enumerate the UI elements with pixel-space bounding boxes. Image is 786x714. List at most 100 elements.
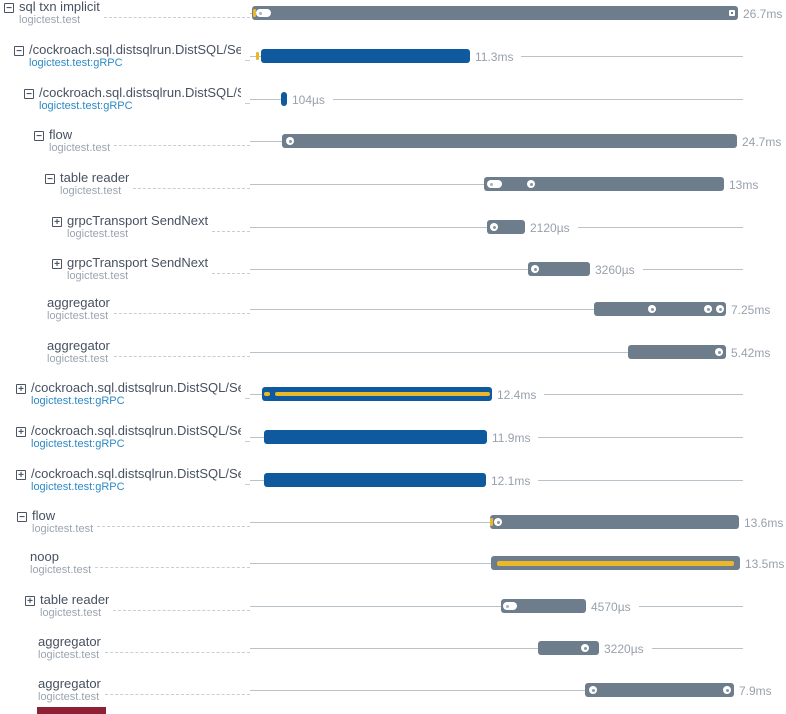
leader-dashes: [212, 214, 250, 232]
leader-dashes: [113, 593, 250, 611]
leader-dashes: [113, 339, 250, 357]
span-subtitle: logictest.test: [38, 691, 100, 703]
span-label: + /cockroach.sql.distsqlrun.DistSQL/Set …: [16, 381, 250, 407]
timeline-connector-line: [250, 352, 628, 353]
span-duration-bar[interactable]: [628, 345, 726, 359]
span-duration-bar[interactable]: [264, 430, 487, 444]
span-duration-bar[interactable]: [490, 515, 739, 529]
circle-event-marker[interactable]: [490, 223, 498, 231]
span-duration-bar[interactable]: [262, 387, 492, 401]
span-subtitle: logictest.test: [67, 228, 129, 240]
square-event-marker[interactable]: [729, 10, 735, 16]
pill-event-marker[interactable]: [487, 180, 502, 188]
span-label: − sql txn implicit logictest.test: [4, 0, 250, 26]
circle-event-marker[interactable]: [527, 180, 535, 188]
trace-span-row: − flow logictest.test 24.7ms: [0, 128, 786, 170]
span-subtitle: logictest.test: [47, 353, 109, 365]
timeline-trailing-line: [333, 99, 743, 100]
circle-event-marker[interactable]: [589, 686, 597, 694]
span-duration-label: 13ms: [729, 178, 759, 192]
collapse-icon[interactable]: −: [4, 3, 14, 14]
span-subtitle: logictest.test:gRPC: [31, 395, 125, 407]
span-duration-bar[interactable]: [491, 556, 740, 570]
span-title: noop: [30, 550, 59, 564]
collapse-icon[interactable]: −: [17, 512, 27, 523]
span-duration-bar[interactable]: [585, 683, 734, 697]
span-duration-bar[interactable]: [281, 92, 287, 106]
span-label-text: sql txn implicit logictest.test: [19, 0, 100, 26]
span-label-text: aggregator logictest.test: [47, 296, 110, 322]
trace-span-row: + grpcTransport SendNext logictest.test …: [0, 214, 786, 256]
span-label: aggregator logictest.test: [38, 677, 250, 703]
collapse-icon[interactable]: −: [34, 131, 44, 142]
start-tick-marker[interactable]: [253, 9, 256, 17]
span-subtitle: logictest.test:gRPC: [29, 57, 123, 69]
span-duration-bar[interactable]: [264, 473, 486, 487]
circle-event-marker[interactable]: [723, 686, 731, 694]
span-duration-label: 2120µs: [530, 221, 570, 235]
span-duration-label: 104µs: [292, 93, 325, 107]
span-duration-bar[interactable]: [538, 641, 599, 655]
span-label-text: /cockroach.sql.distsqlrun.DistSQL/Set lo…: [31, 467, 241, 493]
span-label: + /cockroach.sql.distsqlrun.DistSQL/Set …: [16, 467, 250, 493]
span-duration-bar[interactable]: [594, 302, 726, 316]
pill-event-marker[interactable]: [503, 602, 517, 610]
circle-event-marker[interactable]: [581, 644, 589, 652]
trace-span-row: + /cockroach.sql.distsqlrun.DistSQL/Set …: [0, 381, 786, 423]
expand-icon[interactable]: +: [52, 217, 62, 228]
circle-event-marker[interactable]: [531, 265, 539, 273]
span-duration-bar[interactable]: [487, 220, 525, 234]
span-duration-bar[interactable]: [256, 49, 470, 63]
timeline-trailing-line: [639, 606, 743, 607]
span-duration-bar[interactable]: [484, 177, 724, 191]
circle-event-marker[interactable]: [715, 348, 723, 356]
trace-span-row: − sql txn implicit logictest.test 26.7ms: [0, 0, 786, 42]
span-subtitle: logictest.test: [49, 142, 111, 154]
span-duration-label: 3220µs: [604, 642, 644, 656]
expand-icon[interactable]: +: [25, 596, 35, 607]
expand-icon[interactable]: +: [52, 259, 62, 270]
expand-icon[interactable]: +: [16, 427, 26, 438]
span-duration-bar[interactable]: [528, 262, 590, 276]
span-label-text: /cockroach.sql.distsqlrun.DistSQL/Set lo…: [31, 424, 241, 450]
span-label: aggregator logictest.test: [47, 296, 250, 322]
timeline-connector-line: [250, 13, 252, 14]
circle-event-marker[interactable]: [716, 305, 724, 313]
span-subtitle: logictest.test: [47, 310, 109, 322]
span-label: − /cockroach.sql.distsqlrun.DistSQL/Set …: [14, 43, 250, 69]
span-label-text: /cockroach.sql.distsqlrun.DistSQL/Set lo…: [29, 43, 241, 69]
span-label-text: aggregator logictest.test: [38, 677, 101, 703]
circle-event-marker[interactable]: [494, 518, 502, 526]
collapse-icon[interactable]: −: [24, 89, 34, 100]
timeline-trailing-line: [538, 437, 743, 438]
span-title: /cockroach.sql.distsqlrun.DistSQL/S: [39, 86, 241, 100]
leader-dashes: [104, 635, 250, 653]
span-label-text: grpcTransport SendNext logictest.test: [67, 256, 208, 282]
span-subtitle: logictest.test: [30, 564, 92, 576]
leader-dashes: [245, 467, 250, 485]
leader-dashes: [245, 424, 250, 442]
span-duration-bar[interactable]: [282, 134, 737, 148]
trace-span-row: + table reader logictest.test 4570µs: [0, 593, 786, 635]
span-label-text: table reader logictest.test: [60, 171, 129, 197]
span-title: grpcTransport SendNext: [67, 256, 209, 270]
span-title: flow: [49, 128, 73, 142]
collapse-icon[interactable]: −: [45, 174, 55, 185]
span-subtitle: logictest.test:gRPC: [39, 100, 133, 112]
span-duration-bar[interactable]: [501, 599, 586, 613]
span-label-text: noop logictest.test: [30, 550, 91, 576]
circle-event-marker[interactable]: [648, 305, 656, 313]
start-tick-marker[interactable]: [490, 518, 493, 526]
circle-event-marker[interactable]: [286, 137, 294, 145]
span-duration-bar[interactable]: [252, 6, 738, 20]
span-title: sql txn implicit: [19, 0, 100, 14]
expand-icon[interactable]: +: [16, 384, 26, 395]
busy-stripe: [264, 392, 270, 396]
collapse-icon[interactable]: −: [14, 46, 24, 57]
pill-event-marker[interactable]: [256, 9, 271, 17]
expand-icon[interactable]: +: [16, 470, 26, 481]
span-subtitle: logictest.test:gRPC: [31, 438, 125, 450]
start-tick-marker[interactable]: [256, 52, 259, 60]
span-subtitle: logictest.test: [38, 649, 100, 661]
circle-event-marker[interactable]: [704, 305, 712, 313]
